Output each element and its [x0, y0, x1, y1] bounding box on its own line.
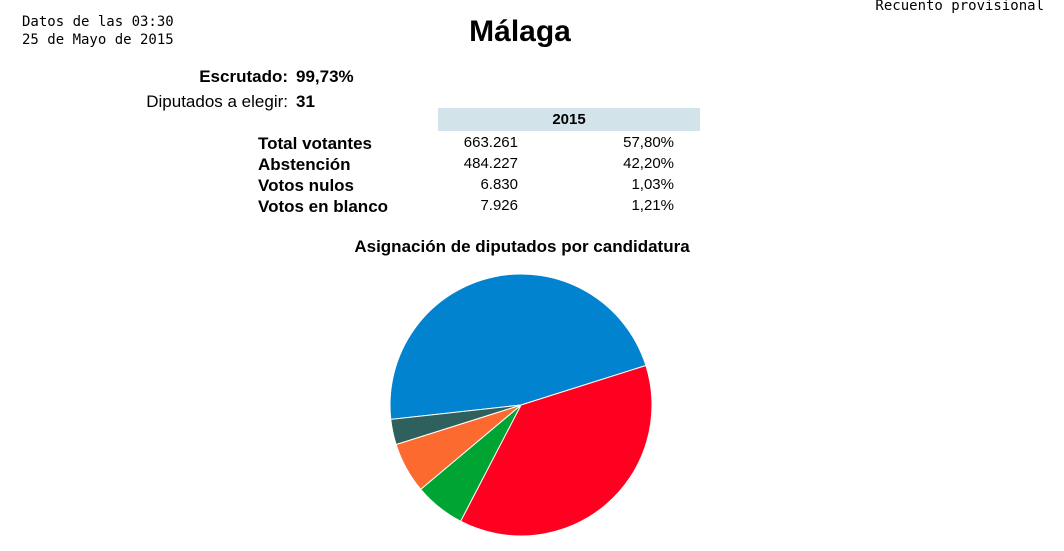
stat-number: 6.830	[480, 176, 518, 193]
timestamp: Datos de las 03:30 25 de Mayo de 2015	[22, 13, 174, 49]
escrutado-value: 99,73%	[296, 67, 354, 86]
stat-label: Votos en blanco	[258, 197, 389, 216]
diputados-value: 31	[296, 92, 315, 111]
year-header: 2015	[438, 108, 700, 131]
page-title: Málaga	[469, 15, 571, 48]
stat-percent: 57,80%	[623, 134, 674, 151]
chart-title: Asignación de diputados por candidatura	[354, 237, 690, 256]
stat-number: 663.261	[463, 134, 518, 151]
stat-number: 484.227	[463, 155, 518, 172]
pie-slices	[389, 273, 653, 537]
escrutado-label: Escrutado:	[199, 67, 288, 86]
pie-slice-5	[390, 404, 522, 446]
summary-block: Escrutado: 99,73% Diputados a elegir: 31	[0, 64, 353, 114]
stat-label: Abstención	[258, 155, 351, 174]
stat-percent: 1,21%	[631, 197, 674, 214]
diputados-label: Diputados a elegir:	[146, 92, 288, 111]
pie-slice-2	[459, 364, 653, 537]
stat-row-votos-nulos: Votos nulos 6.830 1,03%	[258, 176, 718, 197]
pie-slice-1	[389, 273, 647, 420]
stat-number: 7.926	[480, 197, 518, 214]
stat-label: Votos nulos	[258, 176, 355, 195]
diputados-row: Diputados a elegir: 31	[0, 89, 315, 114]
stat-percent: 42,20%	[623, 155, 674, 172]
stat-row-total-votantes: Total votantes 663.261 57,80%	[258, 134, 718, 155]
stat-percent: 1,03%	[631, 176, 674, 193]
count-status: Recuento provisional	[875, 0, 1044, 14]
data-time: Datos de las 03:30	[22, 14, 174, 30]
stat-row-abstencion: Abstención 484.227 42,20%	[258, 155, 718, 176]
escrutado-row: Escrutado: 99,73%	[0, 64, 353, 89]
data-date: 25 de Mayo de 2015	[22, 32, 174, 48]
stat-label: Total votantes	[258, 134, 372, 153]
seat-allocation-pie-chart	[389, 273, 653, 537]
stat-row-votos-en-blanco: Votos en blanco 7.926 1,21%	[258, 197, 718, 218]
